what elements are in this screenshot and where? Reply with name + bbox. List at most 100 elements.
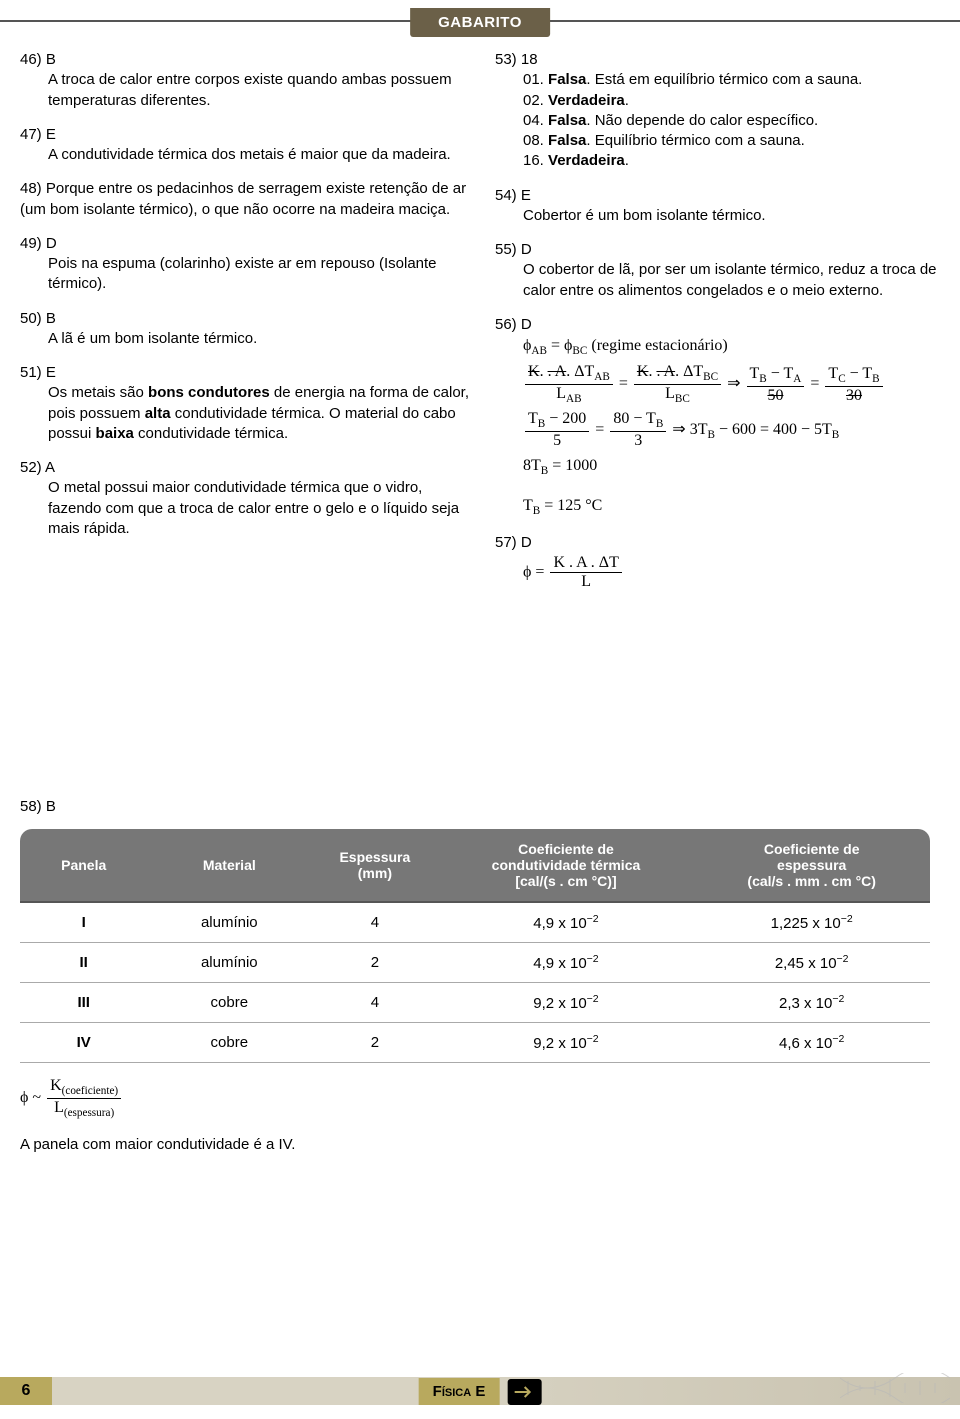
q48-text: Porque entre os pedacinhos de serragem e…	[20, 180, 466, 217]
f2ds: BC	[675, 394, 690, 406]
f2d: L	[665, 385, 675, 402]
q53-l4c: . Equilíbrio térmico com a sauna.	[586, 132, 804, 149]
footer: 6 Física E	[0, 1377, 960, 1405]
f2nb: . . A	[648, 363, 675, 380]
q50-text: A lã é um bom isolante térmico.	[20, 329, 475, 349]
q55: 55) D O cobertor de lã, por ser um isola…	[495, 240, 950, 301]
q53-l5: 16. Verdadeira.	[523, 151, 950, 171]
footer-page-number: 6	[0, 1377, 52, 1405]
footer-arrow-icon	[507, 1379, 541, 1405]
e2as2: B	[832, 430, 839, 442]
right-column: 53) 18 01. Falsa. Está em equilíbrio tér…	[495, 50, 950, 606]
f2na: K	[637, 363, 649, 380]
q50: 50) B A lã é um bom isolante térmico.	[20, 309, 475, 350]
q56-eq1-f2: K. . A. ΔTBC LBC	[634, 363, 721, 406]
q56-line3: 8TB = 1000	[523, 455, 950, 479]
q53-l5c: .	[625, 152, 629, 169]
f3na: T	[750, 365, 760, 382]
th-coef-esp: Coeficiente de espessura (cal/s . mm . c…	[693, 829, 930, 902]
eq1eq: =	[619, 376, 632, 393]
e2f2ns: B	[656, 419, 663, 431]
e2arr: ⇒ 3T	[672, 421, 707, 438]
q56-l1-mid: = ϕ	[547, 337, 572, 354]
q57-dentxt: L	[550, 573, 621, 591]
e2eq: =	[595, 421, 608, 438]
q53-l1a: 01.	[523, 71, 548, 88]
c: −2	[841, 913, 853, 925]
f3nsb: A	[793, 373, 801, 385]
q57: 57) D ϕ = K . A . ΔT L	[495, 533, 950, 591]
f1na: K	[528, 363, 540, 380]
l4a: T	[523, 497, 533, 514]
q53: 53) 18 01. Falsa. Está em equilíbrio tér…	[495, 50, 950, 172]
cell: 4	[311, 902, 438, 943]
fna: K	[50, 1077, 62, 1094]
f4na: T	[828, 365, 838, 382]
c: 9,2 x 10	[533, 1035, 586, 1052]
eq1eq2: =	[810, 376, 823, 393]
q51-b2: alta	[145, 405, 171, 422]
q51-num: 51) E	[20, 364, 56, 381]
fns: (coeficiente)	[62, 1085, 119, 1097]
header-tab: GABARITO	[410, 8, 550, 37]
q56-line4: TB = 125 °C	[523, 495, 950, 519]
fds: (espessura)	[64, 1107, 114, 1119]
q49: 49) D Pois na espuma (colarinho) existe …	[20, 234, 475, 295]
cell: 4,6 x 10−2	[693, 1023, 930, 1063]
table-row: I alumínio 4 4,9 x 10−2 1,225 x 10−2	[20, 902, 930, 943]
q57-pre: ϕ =	[523, 563, 548, 580]
q56-num: 56) D	[495, 316, 532, 333]
q53-l3b: Falsa	[548, 112, 586, 129]
q53-l4: 08. Falsa. Equilíbrio térmico com a saun…	[523, 131, 950, 151]
q53-l3a: 04.	[523, 112, 548, 129]
th-coef-cond: Coeficiente de condutividade térmica [ca…	[439, 829, 694, 902]
q54-num: 54) E	[495, 187, 531, 204]
f1ns: AB	[594, 371, 610, 383]
f1nb2: . A	[548, 363, 567, 380]
q52-text: O metal possui maior condutividade térmi…	[20, 478, 475, 539]
f1nb: . . A	[540, 363, 567, 380]
c: −2	[587, 993, 599, 1005]
left-column: 46) B A troca de calor entre corpos exis…	[20, 50, 475, 606]
th-espessura: Espessura (mm)	[311, 829, 438, 902]
l3a: 8T	[523, 457, 541, 474]
q53-l3: 04. Falsa. Não depende do calor específi…	[523, 111, 950, 131]
l4b: = 125 °C	[540, 497, 602, 514]
c: −2	[587, 953, 599, 965]
q53-l2a: 02.	[523, 92, 548, 109]
q58-num: 58) B	[20, 798, 56, 815]
q53-l1b: Falsa	[548, 71, 586, 88]
cell: III	[20, 983, 147, 1023]
table-row: III cobre 4 9,2 x 10−2 2,3 x 10−2	[20, 983, 930, 1023]
q48: 48) Porque entre os pedacinhos de serrag…	[20, 179, 475, 220]
q53-l2b: Verdadeira	[548, 92, 625, 109]
q53-l3c: . Não depende do calor específico.	[586, 112, 818, 129]
e2f1nb: − 200	[545, 410, 586, 427]
q57-frac: K . A . ΔT L	[550, 554, 621, 592]
q47-num: 47) E	[20, 126, 56, 143]
c: −2	[837, 953, 849, 965]
q53-l4a: 08.	[523, 132, 548, 149]
q52: 52) A O metal possui maior condutividade…	[20, 458, 475, 539]
q53-l2: 02. Verdadeira.	[523, 91, 950, 111]
q58-table: Panela Material Espessura (mm) Coeficien…	[20, 829, 930, 1063]
th-material: Material	[147, 829, 311, 902]
f2nb2: . A	[656, 363, 675, 380]
q56-eq1-f3: TB − TA 50	[747, 365, 805, 405]
q56-body: ϕAB = ϕBC (regime estacionário) K. . A. …	[495, 335, 950, 519]
q51-b1: bons condutores	[148, 384, 270, 401]
e2arr2: − 600 = 400 − 5T	[715, 421, 832, 438]
f3nsa: B	[759, 373, 766, 385]
l3b: = 1000	[548, 457, 597, 474]
c: 1,225 x 10	[771, 915, 841, 932]
q51-t4: condutividade térmica.	[134, 425, 288, 442]
q53-l5b: Verdadeira	[548, 152, 625, 169]
q57-numtxt: K . A . ΔT	[550, 554, 621, 573]
footer-title-wrap: Física E	[419, 1378, 542, 1405]
e2f1d: 5	[525, 432, 589, 450]
c: 9,2 x 10	[533, 995, 586, 1012]
q49-text: Pois na espuma (colarinho) existe ar em …	[20, 254, 475, 295]
f1nc: . ΔT	[566, 363, 594, 380]
q56-l1-s2: BC	[572, 345, 587, 357]
q51: 51) E Os metais são bons condutores de e…	[20, 363, 475, 444]
